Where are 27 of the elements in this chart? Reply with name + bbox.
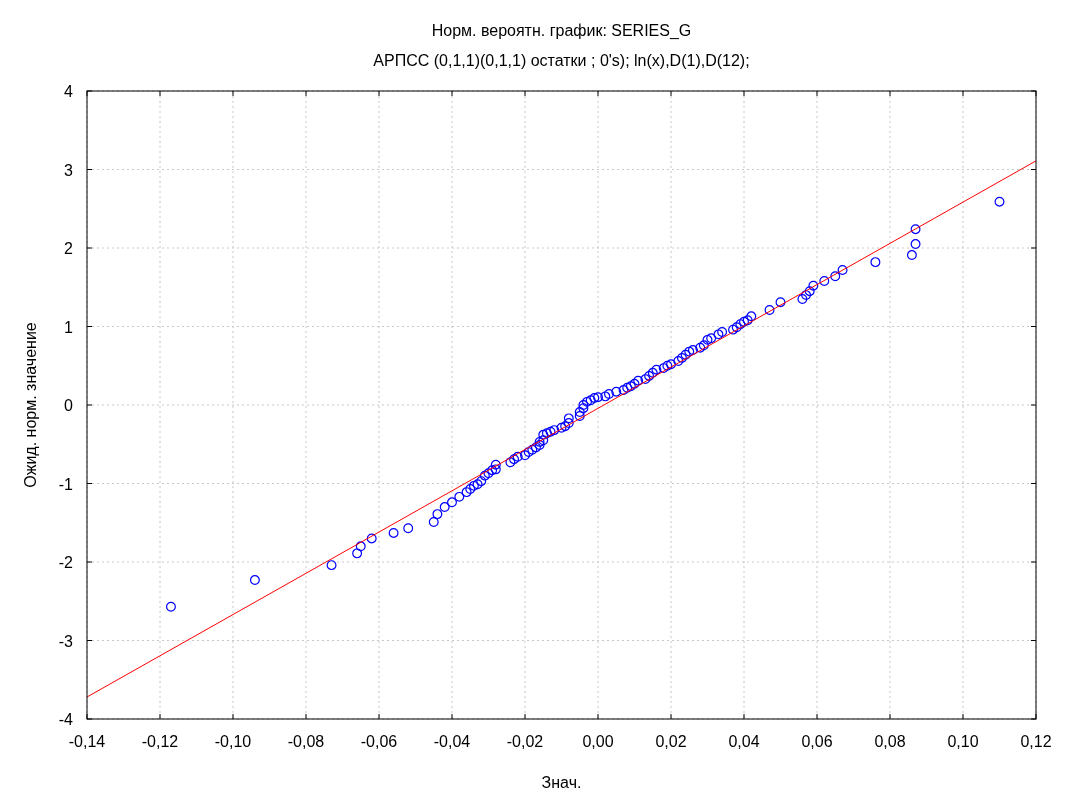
y-tick-label: 4: [64, 83, 74, 100]
x-tick-label: 0,06: [801, 733, 833, 750]
x-tick-label: -0,06: [360, 733, 398, 750]
x-tick-label: 0,10: [947, 733, 979, 750]
y-tick-label: 3: [64, 161, 74, 179]
y-axis-title: Ожид. норм. значение: [22, 322, 39, 488]
y-tick-label: 1: [64, 318, 74, 336]
y-tick-label: -2: [58, 554, 74, 571]
x-tick-label: -0,14: [68, 733, 106, 750]
y-tick-label: -3: [58, 632, 74, 650]
x-tick-label: 0,12: [1020, 733, 1052, 750]
chart-title: Норм. вероятн. график: SERIES_G: [431, 22, 692, 40]
x-tick-label: -0,08: [287, 733, 325, 750]
y-tick-label: -1: [58, 475, 74, 493]
x-tick-label: -0,02: [506, 733, 544, 750]
x-tick-label: -0,12: [141, 733, 179, 750]
x-tick-label: 0,04: [728, 733, 760, 750]
x-tick-label: -0,10: [214, 733, 252, 750]
x-axis-title: Знач.: [541, 774, 582, 791]
x-tick-label: 0,08: [874, 733, 906, 750]
x-tick-label: 0,00: [582, 733, 614, 750]
y-tick-label: -4: [58, 711, 74, 728]
x-tick-label: 0,02: [655, 733, 687, 750]
x-tick-label: -0,04: [433, 733, 471, 750]
chart-subtitle: АРПСС (0,1,1)(0,1,1) остатки ; 0's); ln(x),D(1),D(12);: [373, 52, 750, 69]
y-tick-label: 2: [64, 240, 74, 257]
y-tick-label: 0: [64, 397, 74, 414]
